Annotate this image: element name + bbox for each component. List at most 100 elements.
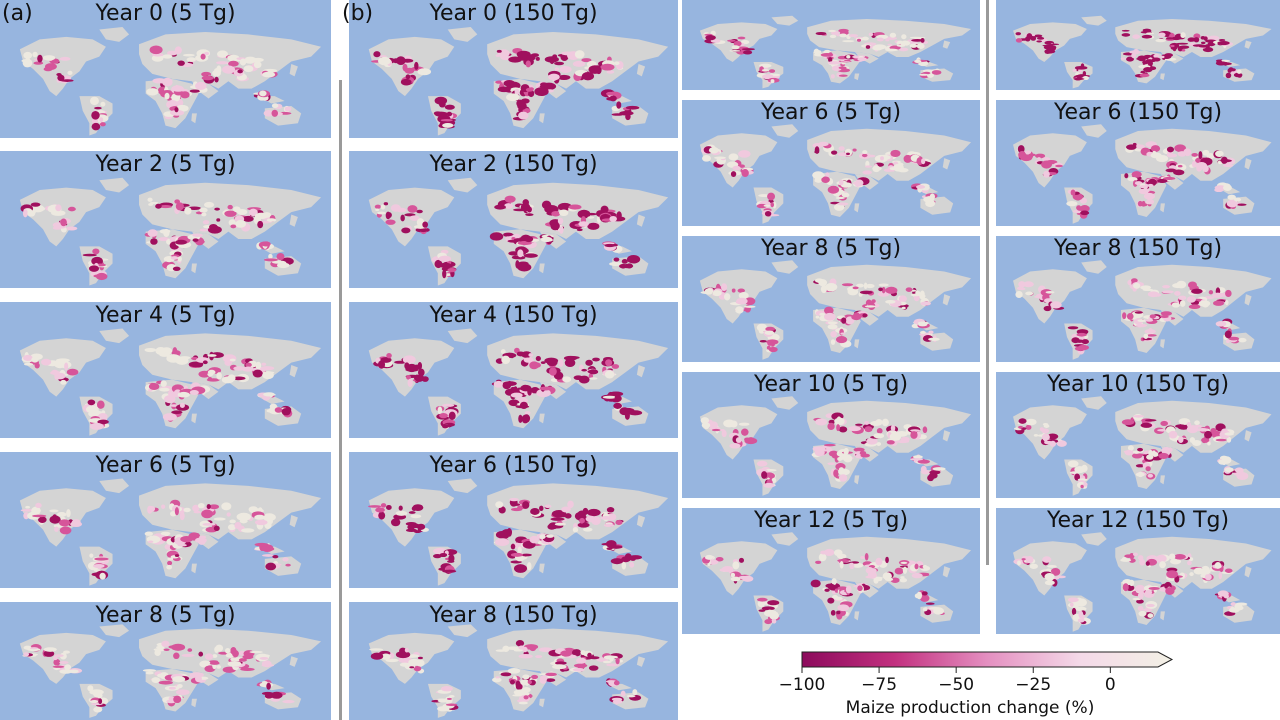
crop-cell [604, 370, 615, 379]
crop-cell [738, 292, 749, 300]
crop-cell [32, 514, 47, 518]
crop-cell [1218, 38, 1226, 42]
crop-cell [619, 263, 628, 269]
crop-cell [22, 209, 28, 218]
crop-cell [174, 107, 179, 113]
crop-cell [1230, 68, 1236, 72]
crop-cell [147, 388, 153, 392]
crop-cell [723, 293, 731, 301]
crop-cell [446, 111, 453, 117]
crop-cell [96, 400, 105, 409]
colorbar-gradient [801, 651, 1174, 668]
crop-cell [213, 525, 220, 531]
crop-cell [1155, 38, 1166, 43]
crop-cell [886, 440, 895, 445]
map-title: Year 6 (5 Tg) [95, 453, 236, 478]
crop-cell [156, 645, 165, 649]
crop-cell [901, 306, 906, 310]
crop-cell [179, 511, 185, 521]
crop-cell [847, 288, 859, 296]
crop-cell [89, 553, 94, 558]
crop-cell [545, 678, 556, 682]
crop-cell [823, 312, 836, 321]
crop-cell [544, 504, 552, 509]
crop-cell [865, 575, 876, 579]
crop-cell [417, 656, 423, 660]
crop-cell [592, 357, 600, 362]
crop-cell [261, 680, 268, 684]
crop-cell [770, 79, 775, 84]
crop-cell [931, 70, 942, 75]
map-panel: Year 4 (150 Tg) [349, 302, 678, 438]
land-mass [191, 698, 197, 708]
crop-cell [276, 252, 285, 261]
crop-cell [1224, 330, 1232, 339]
crop-cell [561, 51, 574, 56]
crop-cell [1025, 424, 1032, 430]
crop-cell [862, 150, 868, 155]
crop-cell [1036, 36, 1045, 40]
crop-cell [1176, 42, 1189, 45]
crop-cell [856, 283, 864, 288]
crop-cell [269, 403, 278, 410]
crop-cell [93, 706, 103, 713]
crop-cell [1145, 466, 1151, 472]
crop-cell [846, 152, 850, 156]
crop-cell [508, 251, 519, 256]
crop-cell [417, 368, 425, 377]
land-mass [487, 333, 669, 390]
crop-cell [43, 650, 55, 657]
crop-cell [1214, 562, 1222, 569]
crop-cell [1074, 606, 1087, 612]
crop-cell [872, 45, 883, 51]
map-title: Year 6 (150 Tg) [1053, 100, 1223, 125]
crop-cell [1178, 436, 1184, 443]
crop-cell [880, 156, 884, 161]
crop-cell [865, 283, 875, 289]
crop-cell [245, 362, 252, 368]
colorbar-tick-label: 0 [1104, 675, 1116, 695]
land-mass [487, 182, 669, 240]
crop-cell [600, 516, 612, 520]
crop-cell [161, 640, 170, 647]
crop-cell [1142, 608, 1153, 612]
crop-cell [825, 283, 838, 292]
crop-cell [66, 368, 79, 376]
crop-cell [151, 677, 161, 683]
crop-cell [889, 432, 902, 441]
crop-cell [1121, 556, 1127, 561]
crop-cell [89, 265, 100, 272]
crop-cell [611, 364, 620, 369]
land-mass [447, 27, 478, 42]
map-title: Year 4 (5 Tg) [95, 303, 236, 328]
crop-cell [370, 652, 384, 660]
crop-cell [1141, 200, 1146, 207]
crop-cell [933, 607, 945, 615]
crop-cell [522, 674, 530, 680]
colorbar-tick-label: −75 [861, 675, 898, 695]
crop-cell [184, 207, 192, 215]
land-mass [1160, 475, 1165, 485]
crop-cell [1138, 610, 1147, 617]
crop-cell [440, 118, 453, 122]
crop-cell [1198, 44, 1211, 48]
crop-cell [49, 509, 59, 513]
crop-cell [603, 523, 615, 528]
crop-cell [22, 58, 33, 68]
crop-cell [216, 372, 222, 380]
crop-cell [1194, 424, 1203, 428]
crop-cell [1191, 288, 1203, 294]
crop-cell [614, 394, 619, 401]
crop-cell [519, 401, 528, 410]
land-mass [1160, 339, 1165, 349]
crop-cell [509, 497, 519, 502]
crop-cell [240, 516, 247, 524]
crop-cell [87, 685, 94, 692]
land-mass [771, 124, 799, 138]
crop-cell [730, 572, 736, 578]
crop-cell [1025, 36, 1031, 42]
crop-cell [1042, 556, 1052, 563]
colorbar: −100 −75 −50 −25 0 Maize production change (… [770, 648, 1190, 720]
crop-cell [909, 43, 918, 48]
crop-cell [67, 206, 76, 212]
